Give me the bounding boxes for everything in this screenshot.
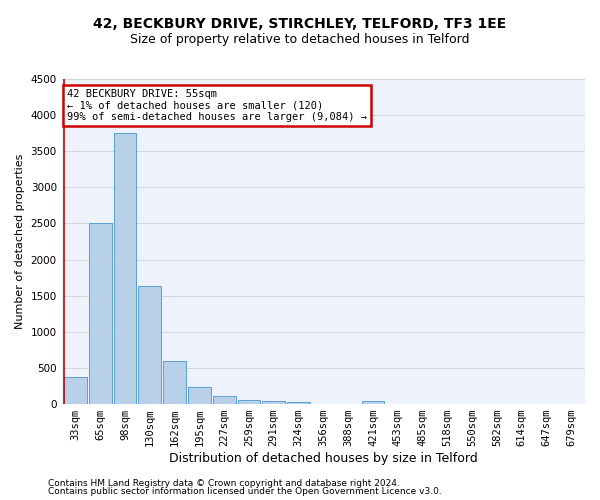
X-axis label: Distribution of detached houses by size in Telford: Distribution of detached houses by size … xyxy=(169,452,478,465)
Bar xyxy=(287,402,310,404)
Bar xyxy=(163,362,186,404)
Bar xyxy=(362,401,385,404)
Text: 42, BECKBURY DRIVE, STIRCHLEY, TELFORD, TF3 1EE: 42, BECKBURY DRIVE, STIRCHLEY, TELFORD, … xyxy=(94,18,506,32)
Text: Size of property relative to detached houses in Telford: Size of property relative to detached ho… xyxy=(130,32,470,46)
Text: Contains HM Land Registry data © Crown copyright and database right 2024.: Contains HM Land Registry data © Crown c… xyxy=(48,478,400,488)
Y-axis label: Number of detached properties: Number of detached properties xyxy=(15,154,25,329)
Bar xyxy=(213,396,236,404)
Bar xyxy=(89,224,112,404)
Bar xyxy=(113,133,136,404)
Bar xyxy=(262,401,285,404)
Bar xyxy=(139,286,161,404)
Bar xyxy=(238,400,260,404)
Text: 42 BECKBURY DRIVE: 55sqm
← 1% of detached houses are smaller (120)
99% of semi-d: 42 BECKBURY DRIVE: 55sqm ← 1% of detache… xyxy=(67,89,367,122)
Bar xyxy=(188,387,211,404)
Bar xyxy=(64,378,87,404)
Text: Contains public sector information licensed under the Open Government Licence v3: Contains public sector information licen… xyxy=(48,487,442,496)
